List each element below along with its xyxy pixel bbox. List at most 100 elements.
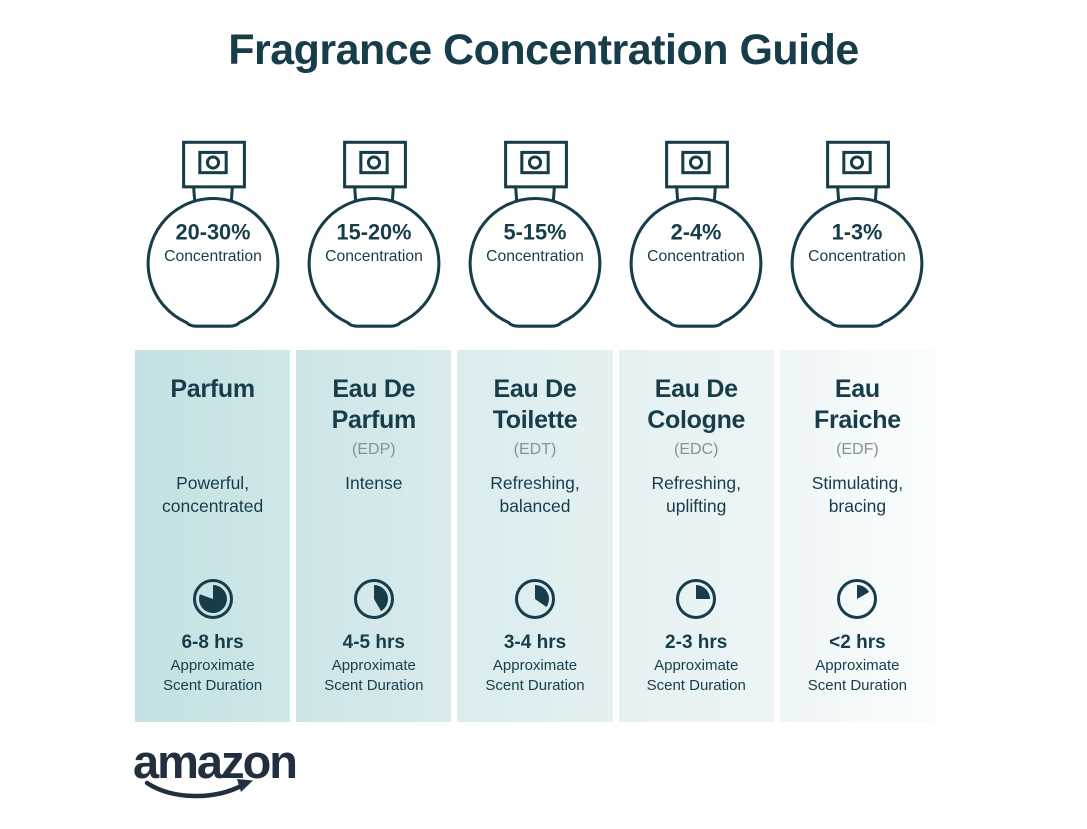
fragrance-name-line: Toilette [492,406,578,434]
clock-icon [192,579,233,619]
duration-label-line: Scent Duration [485,677,585,694]
fragrance-card-eau-de-toilette: Eau De Toilette (EDT) Refreshing, balanc… [457,350,613,722]
bottle-body [307,197,441,328]
description-line: Refreshing, [490,473,580,493]
clock-icon [353,579,394,619]
amazon-logo-text: amazon [133,735,298,788]
duration-label-line: Scent Duration [324,677,424,694]
concentration-label: Concentration [164,248,262,265]
fragrance-name: Eau De Cologne [647,374,745,436]
concentration-label: Concentration [325,248,423,265]
description-line: Stimulating, [811,473,904,493]
bottle-body [629,197,763,328]
bottle-nozzle-hole [527,155,543,170]
bottle-nozzle-hole [689,155,704,170]
fragrance-abbr: (EDC) [673,441,719,458]
description-line: bracing [828,496,887,516]
concentration-label: Concentration [486,248,584,265]
fragrance-card-eau-de-cologne: Eau De Cologne (EDC) Refreshing, uplifti… [618,350,774,722]
fragrance-name-line: Cologne [647,406,746,434]
page-title: Fragrance Concentration Guide [228,26,859,74]
duration-label: Approximate Scent Duration [647,656,746,696]
fragrance-description: Powerful, concentrated [162,472,263,518]
duration-label-line: Approximate [815,657,900,674]
fragrance-name-line: Eau [834,375,880,403]
description-line: Refreshing, [651,473,741,493]
bottles-row: 20-30% Concentration 15-20% Concentratio… [135,134,935,337]
duration-label-line: Scent Duration [807,677,908,694]
duration-label-line: Scent Duration [646,677,746,694]
concentration-percent: 1-3% [832,220,883,245]
fragrance-abbr: (EDP) [352,441,396,458]
bottle-column: 20-30% Concentration [135,134,290,337]
cards-row: Parfum Powerful, concentrated 6-8 hrs Ap… [135,350,936,722]
duration-label: Approximate Scent Duration [324,656,423,696]
fragrance-name: Eau De Parfum [331,374,417,436]
fragrance-abbr: (EDT) [513,441,557,458]
duration-value: 4-5 hrs [342,632,405,653]
fragrance-description: Stimulating, bracing [812,472,903,518]
description-line: uplifting [666,496,727,516]
perfume-bottle-icon: 1-3% Concentration [791,140,924,328]
clock-wedge [198,585,227,613]
bottle-body [791,197,924,328]
perfume-bottle-icon: 20-30% Concentration [146,140,279,328]
bottle-column: 2-4% Concentration [619,134,774,337]
bottle-nozzle-hole [366,155,381,170]
bottle-column: 15-20% Concentration [296,134,451,337]
concentration-label: Concentration [647,248,745,265]
fragrance-card-eau-de-parfum: Eau De Parfum (EDP) Intense 4-5 hrs Appr… [296,350,452,722]
duration-label-line: Scent Duration [162,677,263,694]
perfume-bottle-icon: 15-20% Concentration [307,140,441,328]
fragrance-name-line: Parfum [170,375,255,403]
fragrance-name-line: Fraiche [813,406,901,434]
perfume-bottle-icon: 5-15% Concentration [468,140,602,328]
fragrance-description: Intense [345,472,402,518]
fragrance-name-line: Eau De [493,375,577,403]
fragrance-name-line: Parfum [331,406,417,434]
fragrance-name: Eau Fraiche [814,374,901,436]
duration-label-line: Approximate [492,657,578,674]
duration-value: 2-3 hrs [665,632,728,653]
clock-wedge [373,585,388,612]
bottle-body [146,197,279,328]
fragrance-card-parfum: Parfum Powerful, concentrated 6-8 hrs Ap… [135,350,291,722]
clock-icon [515,579,555,619]
fragrance-name: Parfum [170,374,255,436]
fragrance-abbr: (EDF) [836,441,879,458]
concentration-percent: 20-30% [175,220,250,245]
bottle-nozzle-hole [850,155,865,170]
amazon-logo: amazon [133,738,303,808]
duration-value: <2 hrs [829,632,886,653]
bottle-column: 1-3% Concentration [780,134,935,337]
concentration-label: Concentration [809,248,907,265]
duration-label: Approximate Scent Duration [163,656,262,696]
fragrance-name-line: Eau De [654,375,738,403]
content-area: 20-30% Concentration 15-20% Concentratio… [135,134,936,722]
bottle-body [468,197,602,328]
bottle-column: 5-15% Concentration [457,134,612,337]
description-line: Intense [345,473,403,493]
bottle-nozzle-hole [205,155,220,170]
fragrance-card-eau-fraiche: Eau Fraiche (EDF) Stimulating, bracing <… [779,350,936,722]
duration-value: 6-8 hrs [181,632,244,653]
fragrance-description: Refreshing, uplifting [651,472,741,518]
duration-label: Approximate Scent Duration [485,656,584,696]
clock-icon [676,579,717,619]
clock-wedge [535,585,550,608]
concentration-percent: 5-15% [504,220,567,245]
duration-label-line: Approximate [170,657,255,674]
duration-value: 3-4 hrs [503,632,567,653]
description-line: balanced [499,496,571,516]
description-line: Powerful, [176,473,250,493]
perfume-bottle-icon: 2-4% Concentration [629,140,763,328]
duration-label-line: Approximate [654,657,739,674]
duration-label-line: Approximate [331,657,416,674]
concentration-percent: 2-4% [671,220,722,245]
fragrance-description: Refreshing, balanced [490,472,580,518]
description-line: concentrated [162,496,264,516]
fragrance-name: Eau De Toilette [493,374,578,436]
clock-wedge [696,585,711,599]
fragrance-name-line: Eau De [332,375,416,403]
